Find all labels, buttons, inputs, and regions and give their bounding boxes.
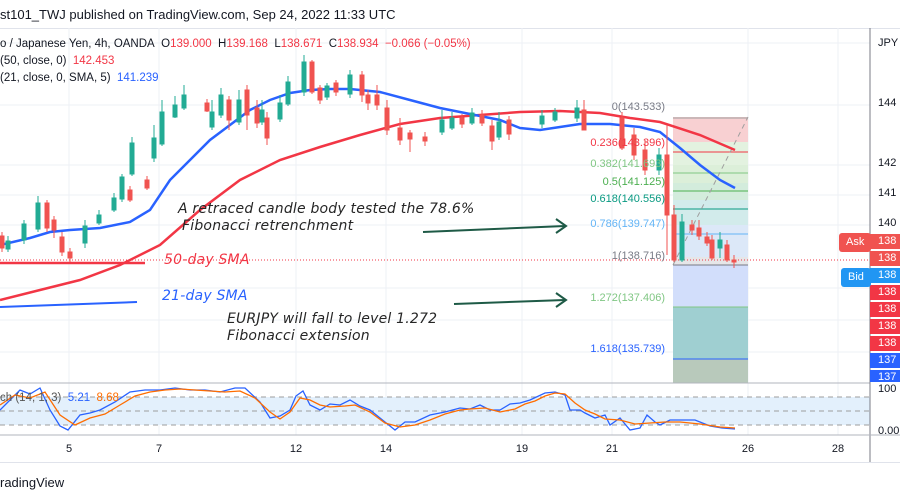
price-label-140: 140 (878, 217, 897, 229)
price-tag-ask: 138 (870, 234, 900, 249)
annotation-sma50[interactable]: 50-day SMA (164, 252, 250, 268)
stoch-k-value: 5.21 (67, 392, 91, 404)
time-label: 14 (379, 443, 393, 455)
candles (0, 55, 737, 268)
open-value: 139.000 (170, 38, 212, 50)
time-label: 7 (155, 443, 163, 455)
price-tag: 137 (870, 370, 900, 382)
price-tag: 138 (870, 319, 900, 334)
price-tag-bid: 138 (870, 268, 900, 283)
time-label: 21 (605, 443, 619, 455)
price-label-141: 141 (878, 187, 897, 199)
price-tag: 138 (870, 285, 900, 300)
stoch-label-100: 100 (878, 383, 897, 395)
ma50-value: 142.453 (72, 55, 115, 67)
time-label: 5 (65, 443, 73, 455)
ma50-line (0, 109, 736, 302)
publish-info: st101_TWJ published on TradingView.com, … (0, 7, 396, 22)
price-label-144: 144 (878, 97, 897, 109)
fib-level-0382: 0.382(141.693) (590, 158, 665, 170)
time-label: 26 (741, 443, 755, 455)
stoch-d-value: 8.68 (96, 392, 119, 404)
price-tag: 138 (870, 302, 900, 317)
price-label-142: 142 (878, 157, 897, 169)
fib-level-0786: 0.786(139.747) (590, 218, 665, 230)
fib-level-1: 1(138.716) (611, 250, 665, 262)
price-tag: 138 (870, 251, 900, 266)
annotation-retrace-2[interactable]: Fibonacci retrenchment (182, 218, 354, 234)
ma50-legend[interactable]: (50, close, 0) 142.453 (0, 55, 114, 67)
fib-level-1272: 1.272(137.406) (590, 292, 665, 304)
price-chart[interactable] (0, 0, 900, 462)
symbol-title: o / Japanese Yen, 4h, OANDA (0, 38, 155, 50)
stoch-legend[interactable]: ch (14, 1, 3) 5.21 8.68 (0, 392, 119, 404)
ma50-params: (50, close, 0) (0, 55, 67, 67)
open-label: O (161, 38, 171, 50)
fib-level-0236: 0.236(143.396) (590, 137, 665, 149)
time-label: 28 (831, 443, 845, 455)
ma21-value: 141.239 (116, 72, 159, 84)
annotation-sma21[interactable]: 21-day SMA (162, 288, 248, 304)
change-value: −0.066 (−0.05%) (384, 38, 471, 50)
price-tag: 138 (870, 336, 900, 351)
fib-level-1618: 1.618(135.739) (590, 343, 665, 355)
stoch-params: ch (14, 1, 3) (0, 392, 62, 404)
high-value: 139.168 (226, 38, 268, 50)
ma21-params: (21, close, 0, SMA, 5) (0, 72, 111, 84)
annotation-arrows[interactable] (422, 218, 568, 308)
annotation-retrace-1[interactable]: A retraced candle body tested the 78.6% (178, 201, 475, 217)
fib-level-0618: 0.618(140.556) (590, 193, 665, 205)
low-label: L (274, 38, 281, 50)
high-label: H (218, 38, 227, 50)
bid-button[interactable]: Bid (841, 268, 871, 287)
currency-label: JPY (878, 37, 899, 49)
close-value: 138.934 (337, 38, 379, 50)
time-label: 12 (289, 443, 303, 455)
stoch-label-0: 0.00 (878, 425, 900, 437)
publish-header: st101_TWJ published on TradingView.com, … (0, 0, 900, 29)
low-value: 138.671 (280, 38, 323, 50)
fib-level-05: 0.5(141.125) (602, 176, 665, 188)
close-label: C (328, 38, 337, 50)
ohlc-legend[interactable]: o / Japanese Yen, 4h, OANDA O139.000 H13… (0, 38, 471, 50)
stochastic-pane[interactable] (0, 382, 870, 431)
ask-button[interactable]: Ask (839, 233, 872, 252)
price-tag: 137 (870, 353, 900, 368)
annotation-target-1[interactable]: EURJPY will fall to level 1.272 (227, 311, 438, 327)
tradingview-logo[interactable]: radingView (0, 475, 65, 490)
ma21-legend[interactable]: (21, close, 0, SMA, 5) 141.239 (0, 72, 159, 84)
annotation-target-2[interactable]: Fibonacci extension (227, 328, 370, 344)
time-label: 19 (515, 443, 529, 455)
footer: radingView (0, 462, 900, 501)
fib-level-0: 0(143.533) (611, 101, 665, 113)
